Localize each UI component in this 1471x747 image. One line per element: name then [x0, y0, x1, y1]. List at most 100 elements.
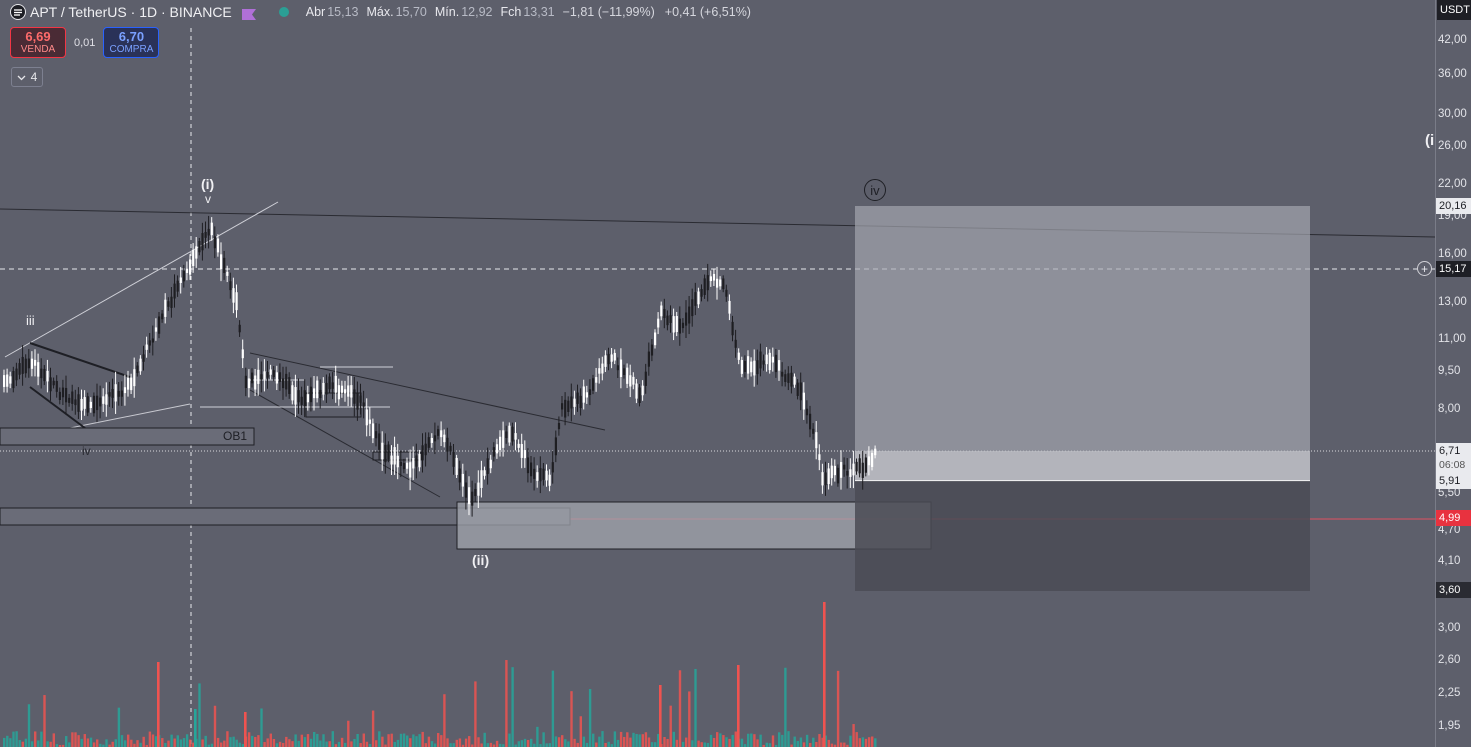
candle-body — [198, 240, 201, 253]
position-stop-zone[interactable] — [855, 481, 1310, 591]
candle-body — [83, 397, 86, 409]
price-axis[interactable]: USDT 42,00 36,00 30,00 26,00 22,00 19,00… — [1435, 0, 1471, 747]
candle-body — [474, 488, 477, 497]
volume-bar — [514, 744, 517, 747]
candle-body — [297, 390, 300, 403]
volume-bar — [52, 733, 55, 747]
volume-bar — [830, 743, 834, 747]
volume-bar — [672, 731, 675, 747]
buy-button[interactable]: 6,70 COMPRA — [103, 27, 160, 58]
volume-bar — [99, 743, 102, 747]
volume-bar — [700, 742, 703, 747]
currency-label[interactable]: USDT — [1437, 0, 1471, 20]
volume-bar — [805, 734, 809, 747]
volume-bar — [375, 740, 378, 747]
volume-bar — [241, 744, 245, 747]
indicators-count: 4 — [30, 70, 38, 84]
target-zone[interactable] — [855, 206, 1310, 451]
candle-body — [815, 432, 818, 449]
volume-bar — [139, 742, 142, 747]
volume-bar — [576, 742, 579, 747]
volume-bar — [136, 740, 139, 747]
candle-body — [840, 462, 843, 478]
position-profit-zone[interactable] — [855, 451, 1310, 481]
candle-body — [666, 315, 669, 326]
volume-bar — [151, 734, 155, 747]
volume-bar — [282, 742, 285, 747]
volume-bar — [226, 731, 229, 747]
candle-body — [58, 391, 61, 400]
symbol-title[interactable]: APT / TetherUS · 1D · BINANCE — [30, 4, 232, 20]
candle-body — [353, 389, 356, 404]
volume-bar — [117, 707, 121, 747]
ob-zone-1[interactable] — [0, 427, 255, 446]
volume-bars — [3, 602, 877, 747]
candle-body — [871, 452, 874, 467]
candle-body — [626, 367, 629, 384]
trade-panel: 6,69 VENDA 0,01 6,70 COMPRA — [10, 27, 160, 58]
price-chart[interactable] — [0, 0, 1435, 747]
volume-bar — [579, 716, 582, 747]
trendline-upper — [4, 201, 279, 358]
candle-body — [495, 444, 499, 454]
volume-bar — [836, 670, 840, 747]
market-status-icon[interactable] — [278, 6, 290, 18]
volume-bar — [638, 734, 641, 747]
volume-bar — [37, 740, 40, 747]
candle-body — [375, 431, 378, 439]
demand-zone[interactable] — [456, 501, 932, 550]
candle-body — [774, 354, 778, 373]
volume-bar — [387, 734, 390, 747]
candle-body — [703, 278, 706, 295]
candle-body — [781, 371, 784, 377]
axis-tick: 22,00 — [1438, 178, 1467, 190]
volume-bar — [154, 736, 158, 747]
candle-body — [384, 444, 387, 463]
candle-body — [27, 358, 30, 369]
candle-body — [99, 397, 102, 407]
candle-body — [285, 373, 288, 390]
volume-bar — [564, 739, 567, 747]
volume-bar — [77, 735, 80, 747]
candle-body — [539, 468, 542, 482]
volume-bar — [278, 741, 282, 747]
volume-bar — [464, 738, 468, 747]
volume-bar — [455, 739, 458, 747]
wave-i-label: (i) — [201, 176, 215, 192]
candle-body — [179, 277, 182, 283]
volume-bar — [365, 741, 369, 747]
candle-body — [554, 437, 557, 456]
candle-body — [322, 382, 325, 395]
volume-bar — [601, 731, 604, 747]
candle-body — [588, 389, 592, 396]
candle-body — [43, 368, 46, 382]
candle-body — [545, 470, 548, 481]
volume-bar — [61, 744, 65, 747]
symbol-logo-icon[interactable] — [10, 4, 26, 20]
candle-body — [793, 376, 796, 385]
candle-body — [508, 425, 511, 443]
volume-bar — [331, 731, 334, 747]
candle-body — [340, 385, 344, 393]
volume-bar — [309, 738, 313, 747]
volume-bar — [657, 733, 660, 747]
candle-body — [644, 371, 647, 386]
volume-bar — [461, 744, 465, 747]
candle-body — [632, 376, 635, 385]
volume-bar — [632, 732, 635, 747]
candle-body — [526, 457, 530, 474]
volume-bar — [765, 742, 768, 747]
candle-body — [123, 387, 127, 394]
volume-bar — [607, 741, 610, 747]
volume-bar — [176, 735, 179, 747]
sell-button[interactable]: 6,69 VENDA — [10, 27, 66, 58]
volume-bar — [520, 740, 524, 747]
volume-bar — [548, 743, 551, 747]
flag-icon[interactable] — [241, 7, 256, 20]
candle-body — [492, 447, 495, 457]
volume-bar — [43, 695, 46, 747]
candle-body — [415, 455, 418, 467]
add-alert-plus-icon[interactable]: + — [1417, 261, 1432, 276]
candle-body — [716, 278, 719, 288]
indicators-toggle-button[interactable]: 4 — [11, 67, 43, 87]
